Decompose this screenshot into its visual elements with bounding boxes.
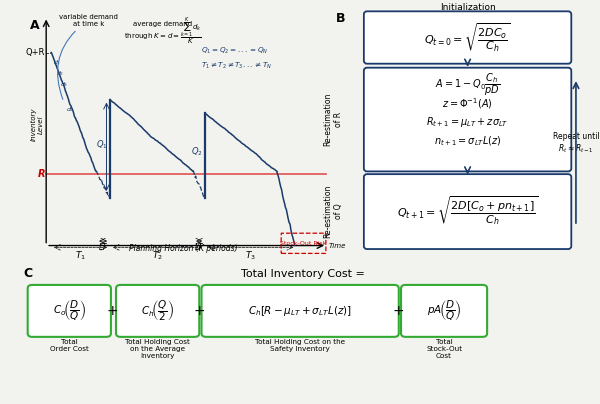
Text: Planning Horizon (K periods): Planning Horizon (K periods) (128, 244, 237, 253)
FancyBboxPatch shape (401, 285, 487, 337)
Text: through $K = d = \dfrac{\sum_{k=1}^{K}d_k}{K}$: through $K = d = \dfrac{\sum_{k=1}^{K}d_… (124, 15, 201, 46)
Text: B: B (336, 12, 346, 25)
Text: $C_o\!\left(\dfrac{D}{Q}\right)$: $C_o\!\left(\dfrac{D}{Q}\right)$ (53, 299, 86, 323)
Text: Initialization: Initialization (440, 3, 496, 12)
FancyBboxPatch shape (202, 285, 399, 337)
Text: Inventory
Level: Inventory Level (31, 107, 44, 141)
Text: average demand: average demand (133, 21, 192, 27)
Text: Total
Order Cost: Total Order Cost (50, 339, 89, 351)
Text: $Q_2$: $Q_2$ (191, 145, 203, 158)
Text: Repeat until
$R_t \approx R_{t-1}$: Repeat until $R_t \approx R_{t-1}$ (553, 132, 599, 155)
Text: $z = \Phi^{-1}(A)$: $z = \Phi^{-1}(A)$ (442, 96, 493, 111)
Text: Stock-Out Risk: Stock-Out Risk (280, 241, 327, 246)
Text: $Q_{t+1} = \sqrt{\dfrac{2D[C_o + pn_{t+1}]}{C_h}}$: $Q_{t+1} = \sqrt{\dfrac{2D[C_o + pn_{t+1… (397, 195, 538, 228)
Text: $C_h[R - \mu_{LT} + \sigma_{LT}L(z)]$: $C_h[R - \mu_{LT} + \sigma_{LT}L(z)]$ (248, 304, 352, 318)
Text: $n_{t+1} = \sigma_{LT}L(z)$: $n_{t+1} = \sigma_{LT}L(z)$ (434, 134, 502, 147)
Text: +: + (193, 304, 205, 318)
Text: $T_3$: $T_3$ (245, 249, 256, 262)
FancyBboxPatch shape (28, 285, 111, 337)
Text: Total Holding Cost on the
Safety Inventory: Total Holding Cost on the Safety Invento… (255, 339, 345, 351)
Text: Time: Time (329, 242, 346, 248)
Text: $Q_1 = Q_2 = ... = Q_N$: $Q_1 = Q_2 = ... = Q_N$ (200, 46, 268, 56)
Text: LT: LT (99, 243, 107, 252)
FancyBboxPatch shape (364, 68, 571, 171)
Text: $C_h\!\left(\dfrac{Q}{2}\right)$: $C_h\!\left(\dfrac{Q}{2}\right)$ (141, 299, 174, 323)
Text: A: A (30, 19, 40, 32)
Text: C: C (24, 267, 33, 280)
Text: $d_1$: $d_1$ (53, 58, 61, 67)
Text: Re-estimation
of Q: Re-estimation of Q (324, 185, 343, 238)
Text: $d_3$: $d_3$ (60, 80, 68, 89)
Text: Total Holding Cost
on the Average
Inventory: Total Holding Cost on the Average Invent… (125, 339, 190, 359)
Text: +: + (106, 304, 118, 318)
FancyBboxPatch shape (116, 285, 199, 337)
Text: $Q_{t=0} = \sqrt{\dfrac{2DC_o}{C_h}}$: $Q_{t=0} = \sqrt{\dfrac{2DC_o}{C_h}}$ (424, 21, 511, 54)
Text: $T_1$: $T_1$ (75, 249, 86, 262)
Text: +: + (392, 304, 404, 318)
Text: $R_{t+1} = \mu_{LT} + z\sigma_{LT}$: $R_{t+1} = \mu_{LT} + z\sigma_{LT}$ (427, 115, 509, 129)
Text: $pA\!\left(\dfrac{D}{Q}\right)$: $pA\!\left(\dfrac{D}{Q}\right)$ (427, 299, 461, 323)
Text: $T_1 \neq T_2 \neq T_3 ... \neq T_N$: $T_1 \neq T_2 \neq T_3 ... \neq T_N$ (200, 61, 272, 72)
Text: $A = 1 - Q_0\dfrac{C_h}{pD}$: $A = 1 - Q_0\dfrac{C_h}{pD}$ (435, 71, 500, 98)
Text: Total Inventory Cost =: Total Inventory Cost = (241, 269, 365, 279)
Text: $d_2$: $d_2$ (56, 69, 65, 78)
Text: $d_k$: $d_k$ (66, 105, 74, 114)
Text: Q+R: Q+R (26, 48, 45, 57)
FancyBboxPatch shape (364, 174, 571, 249)
Text: variable demand
at time k: variable demand at time k (58, 14, 118, 99)
Text: LT: LT (195, 243, 203, 252)
Text: $Q_1$: $Q_1$ (96, 138, 107, 151)
Text: $T_2$: $T_2$ (152, 249, 163, 262)
Text: Total
Stock-Out
Cost: Total Stock-Out Cost (426, 339, 462, 359)
FancyBboxPatch shape (364, 11, 571, 64)
Text: R: R (38, 169, 45, 179)
Text: Re-estimation
of R: Re-estimation of R (324, 93, 343, 146)
